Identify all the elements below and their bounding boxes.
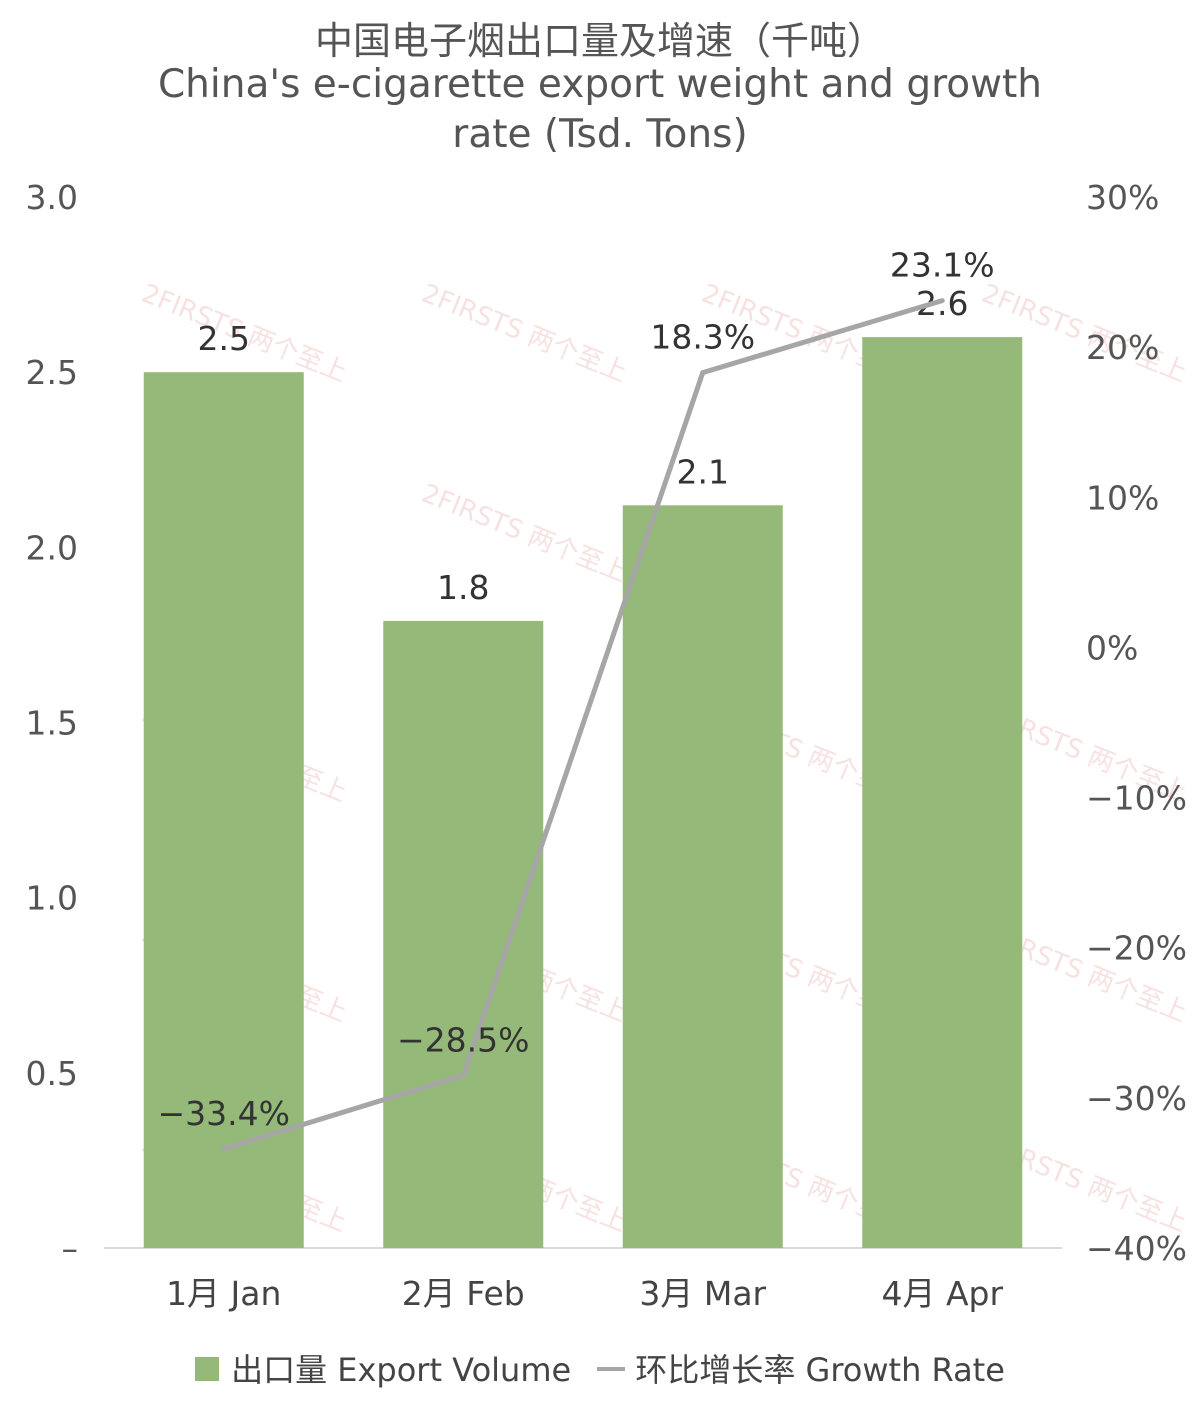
chart-subtitle-line-1: China's e-cigarette export weight and gr… (157, 62, 1043, 107)
growth-rate-label-3: 23.1% (890, 246, 995, 285)
bar-value-label-1: 1.8 (437, 568, 489, 607)
y-left-tick-label-4: 2.0 (26, 528, 78, 567)
x-category-label-2: 3月 Mar (639, 1274, 766, 1313)
growth-rate-point-1 (460, 1072, 466, 1078)
legend-item-growth-rate: 环比增长率 Growth Rate (581, 1345, 1005, 1391)
legend: 出口量 Export Volume 环比增长率 Growth Rate (0, 1345, 1200, 1391)
growth-rate-point-2 (700, 370, 706, 376)
y-right-tick-label-5: 10% (1086, 478, 1159, 517)
bar-0 (143, 372, 304, 1249)
y-left-tick-label-1: 0.5 (26, 1054, 78, 1093)
y-left-tick-label-6: 3.0 (26, 178, 78, 217)
bar-value-label-0: 2.5 (198, 319, 250, 358)
y-right-tick-label-1: −30% (1086, 1079, 1187, 1118)
x-category-label-3: 4月 Apr (881, 1274, 1003, 1313)
y-left-tick-label-2: 1.0 (26, 879, 78, 918)
x-category-label-1: 2月 Feb (402, 1274, 525, 1313)
x-category-label-0: 1月 Jan (166, 1274, 281, 1313)
y-right-tick-label-7: 30% (1086, 178, 1159, 217)
chart-subtitle-line-2: rate (Tsd. Tons) (452, 112, 748, 157)
legend-item-export-volume: 出口量 Export Volume (195, 1345, 571, 1391)
y-right-tick-label-3: −10% (1086, 779, 1187, 818)
bar-1 (383, 620, 544, 1248)
bar-value-label-2: 2.1 (677, 452, 729, 491)
y-right-tick-label-0: −40% (1086, 1229, 1187, 1268)
growth-rate-point-0 (221, 1146, 227, 1152)
y-right-tick-label-2: −20% (1086, 929, 1187, 968)
y-left-tick-label-0: – (62, 1229, 79, 1268)
y-left-tick-label-3: 1.5 (26, 704, 78, 743)
growth-rate-point-3 (939, 298, 945, 304)
growth-rate-line (223, 298, 943, 1152)
growth-rate-label-0: −33.4% (158, 1094, 290, 1133)
y-right-tick-label-6: 20% (1086, 328, 1159, 367)
legend-bar-swatch-icon (195, 1357, 220, 1381)
legend-label-export-volume: 出口量 Export Volume (231, 1351, 572, 1389)
y-right-tick-label-4: 0% (1086, 628, 1138, 667)
growth-rate-label-2: 18.3% (650, 318, 755, 357)
watermark-text-1: 2FIRSTS 两个至上 (417, 279, 631, 389)
legend-line-swatch-icon (597, 1367, 626, 1371)
bar-2 (622, 505, 783, 1248)
bar-3 (862, 337, 1023, 1249)
chart-title: 中国电子烟出口量及增速（千吨） (314, 19, 885, 63)
y-left-tick-label-5: 2.5 (26, 353, 78, 392)
growth-rate-label-1: −28.5% (397, 1020, 529, 1059)
legend-label-growth-rate: 环比增长率 Growth Rate (635, 1351, 1005, 1389)
